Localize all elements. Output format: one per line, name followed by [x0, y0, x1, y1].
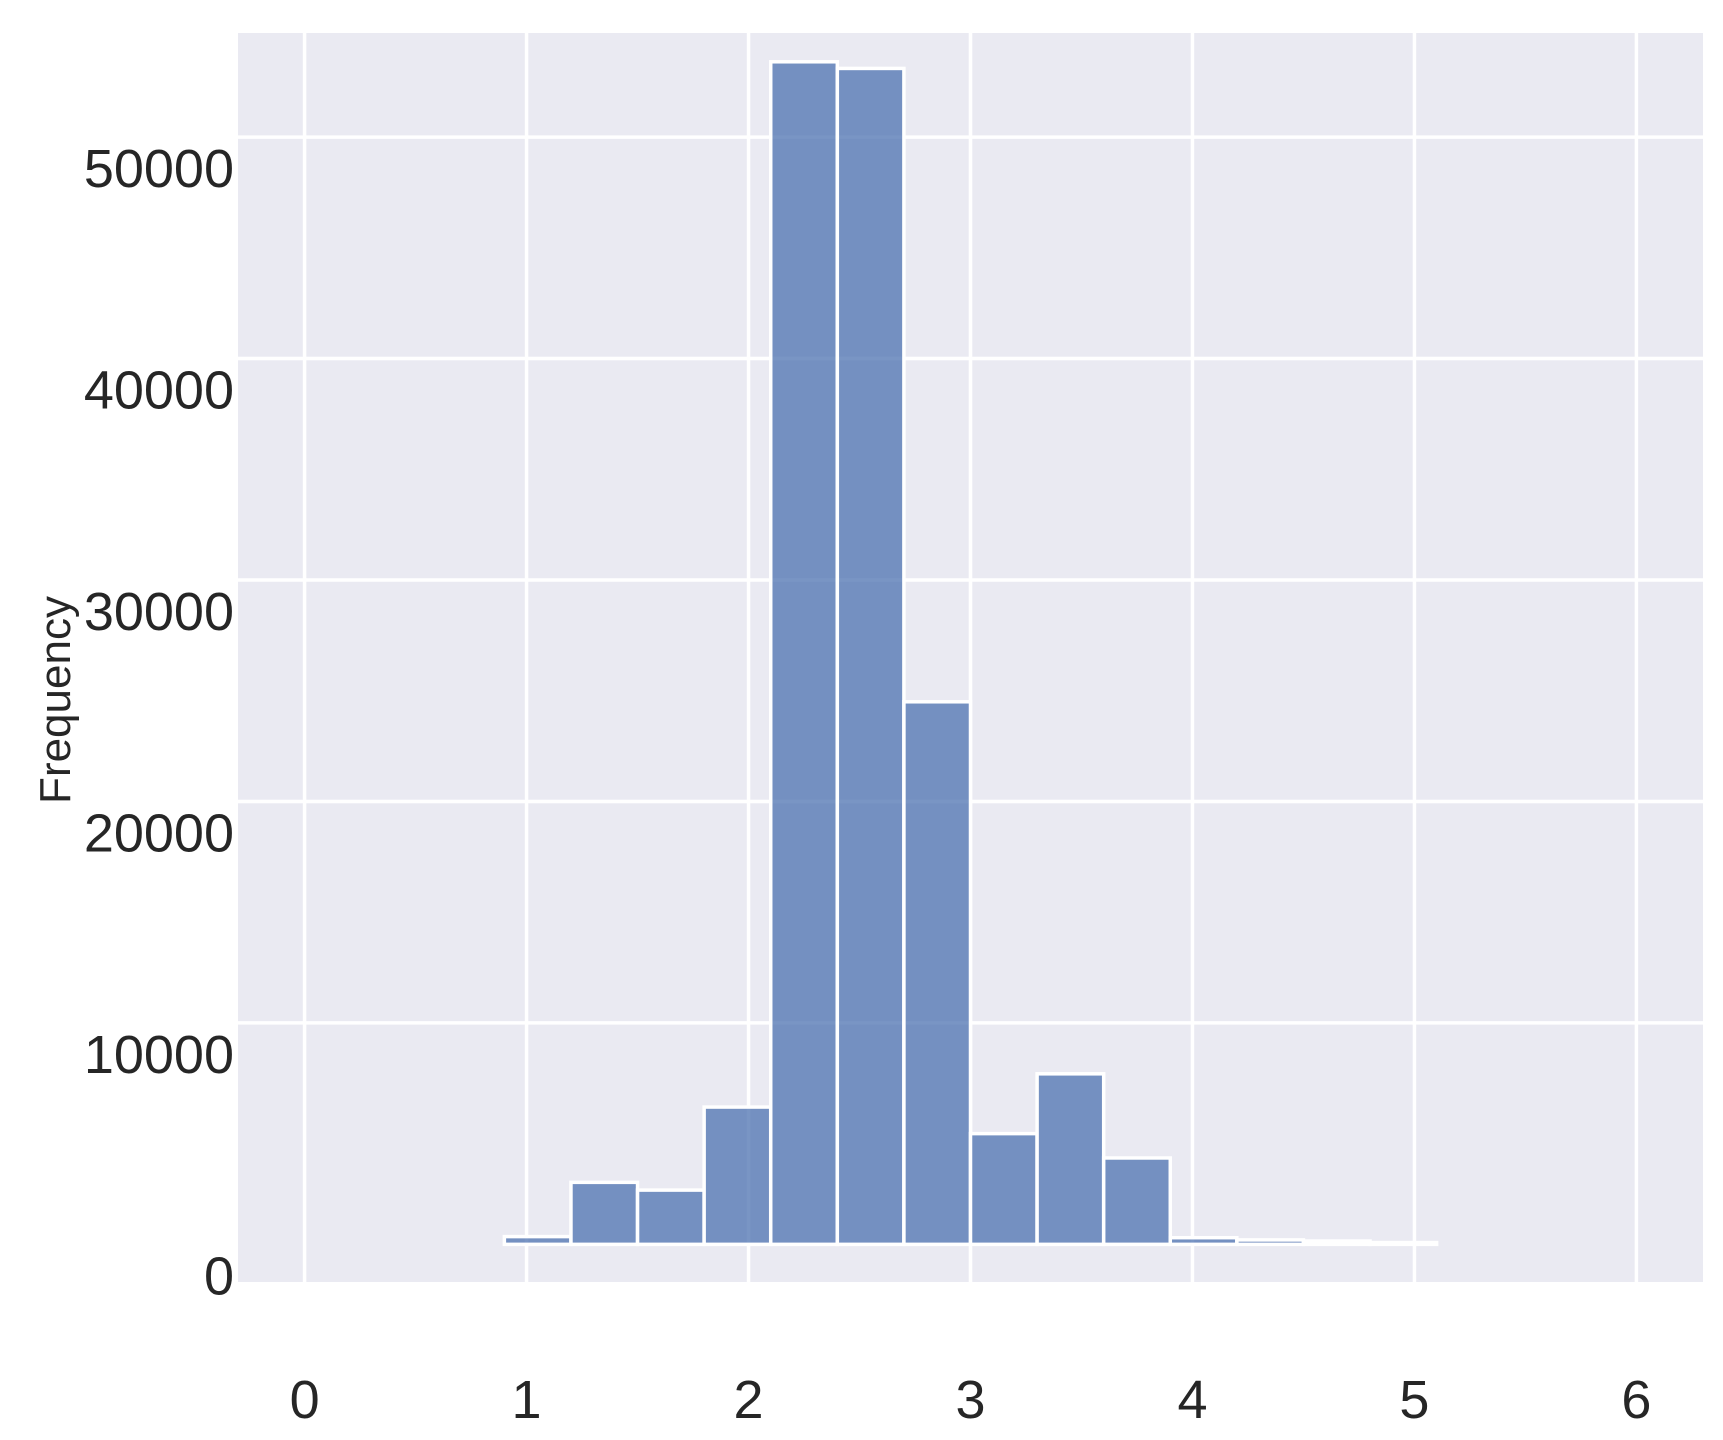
y-axis-ticks: 0 10000 20000 30000 40000 50000 [84, 139, 234, 1306]
x-tick-label: 1 [512, 1370, 542, 1430]
y-tick-label: 10000 [84, 1025, 234, 1085]
y-tick-label: 30000 [84, 582, 234, 642]
grid-lines [238, 33, 1703, 1282]
histogram-bar [1168, 1235, 1239, 1247]
y-tick-label: 50000 [84, 139, 234, 199]
x-tick-label: 5 [1399, 1370, 1429, 1430]
x-axis-ticks: 0 1 2 3 4 5 6 [290, 1370, 1652, 1430]
histogram-bar [1035, 1072, 1106, 1247]
x-tick-label: 2 [734, 1370, 764, 1430]
histogram-bars [502, 60, 1439, 1247]
x-tick-label: 6 [1621, 1370, 1651, 1430]
histogram-bar [902, 700, 973, 1247]
histogram-bar [635, 1188, 706, 1247]
histogram-bar [768, 60, 840, 1247]
x-tick-label: 4 [1177, 1370, 1207, 1430]
y-axis-label: Frequency [31, 596, 80, 804]
y-tick-label: 40000 [84, 361, 234, 421]
histogram-bar [835, 66, 906, 1247]
histogram-bar [502, 1234, 573, 1247]
histogram-bar [1368, 1240, 1439, 1247]
x-tick-label: 3 [955, 1370, 985, 1430]
x-tick-label: 0 [290, 1370, 320, 1430]
histogram-bar [1235, 1238, 1306, 1247]
histogram-bar [968, 1131, 1039, 1247]
histogram-bar [702, 1105, 773, 1247]
y-tick-label: 20000 [84, 803, 234, 863]
histogram-bar [1301, 1239, 1372, 1247]
histogram-bar [569, 1180, 640, 1247]
y-tick-label: 0 [204, 1246, 234, 1306]
histogram-bar [1101, 1156, 1173, 1247]
